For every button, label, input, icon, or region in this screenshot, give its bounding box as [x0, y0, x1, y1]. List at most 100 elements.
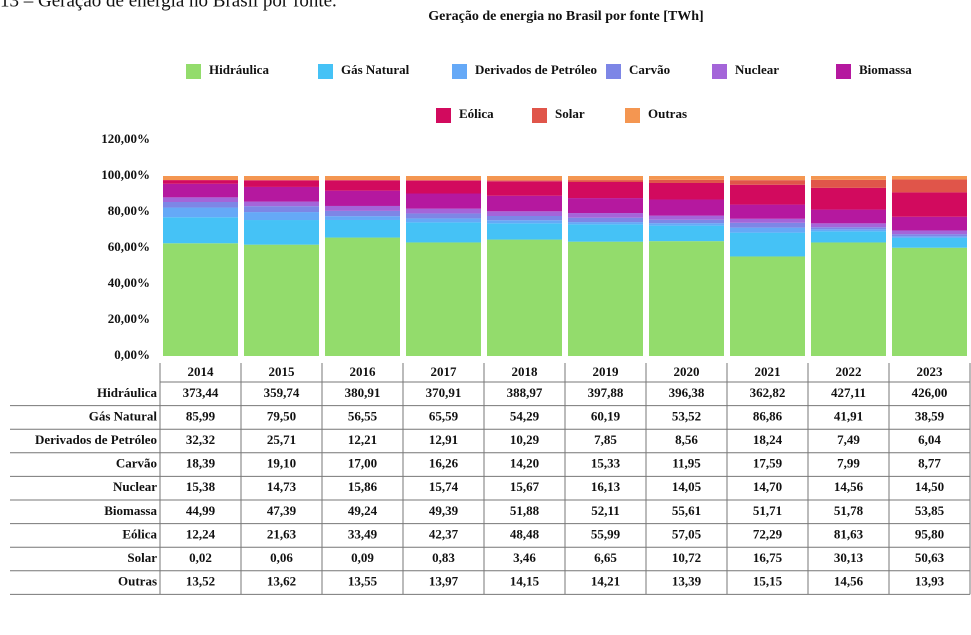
- table-cell: 51,71: [753, 503, 782, 518]
- bar-segment: [649, 176, 724, 180]
- bar-segment: [649, 199, 724, 216]
- table-cell: 55,61: [672, 503, 701, 518]
- table-cell: 13,39: [672, 574, 702, 589]
- caption: 13 – Geração de energia no Brasil por fo…: [0, 0, 337, 11]
- table-cell: 52,11: [591, 503, 620, 518]
- bar-segment: [568, 213, 643, 218]
- bar-segment: [406, 176, 481, 181]
- bar-segment: [406, 208, 481, 214]
- table-cell: 14,56: [834, 479, 864, 494]
- table-cell: 15,38: [186, 479, 216, 494]
- bar-segment: [487, 181, 562, 196]
- table-cell: 30,13: [834, 550, 864, 565]
- bar-segment: [244, 186, 319, 202]
- bar-segment: [568, 241, 643, 356]
- legend-swatch: [606, 64, 621, 79]
- legend-label: Gás Natural: [341, 62, 410, 77]
- bar-segment: [730, 184, 805, 205]
- table-cell: 18,39: [186, 456, 216, 471]
- table-cell: 15,33: [591, 456, 621, 471]
- bar-segment: [568, 217, 643, 223]
- table-cell: 16,75: [753, 550, 783, 565]
- bar-segment: [244, 206, 319, 213]
- bar-segment: [325, 237, 400, 356]
- bar-segment: [244, 244, 319, 356]
- table-cell: 86,86: [753, 408, 783, 423]
- table-cell: 14,20: [510, 456, 539, 471]
- table-cell: 48,48: [510, 526, 540, 541]
- table-cell: 11,95: [672, 456, 701, 471]
- table-cell: 13,62: [267, 574, 296, 589]
- bar-segment: [163, 243, 238, 356]
- x-tick-label: 2018: [512, 364, 539, 379]
- bar-segment: [163, 202, 238, 208]
- table-cell: 53,52: [672, 408, 701, 423]
- bar-segment: [730, 180, 805, 185]
- bar-segment: [649, 219, 724, 224]
- bar-segment: [892, 179, 967, 193]
- bar-segment: [811, 223, 886, 228]
- y-tick-label: 0,00%: [114, 347, 150, 362]
- bar-segment: [406, 218, 481, 223]
- bar-segment: [487, 211, 562, 216]
- bar-segment: [163, 217, 238, 244]
- table-cell: 25,71: [267, 432, 296, 447]
- table-cell: 51,78: [834, 503, 864, 518]
- bar-segment: [568, 224, 643, 242]
- row-label: Eólica: [122, 526, 157, 541]
- table-cell: 65,59: [429, 408, 459, 423]
- bar-segment: [244, 180, 319, 187]
- table-cell: 426,00: [912, 385, 948, 400]
- table-cell: 7,49: [837, 432, 860, 447]
- bar-segment: [730, 227, 805, 233]
- bar-segment: [811, 229, 886, 232]
- table-cell: 13,52: [186, 574, 215, 589]
- bar-segment: [811, 187, 886, 210]
- y-tick-label: 100,00%: [101, 167, 150, 182]
- table-cell: 0,06: [270, 550, 293, 565]
- table-cell: 0,02: [189, 550, 212, 565]
- x-tick-label: 2023: [917, 364, 944, 379]
- row-label: Carvão: [116, 456, 157, 471]
- bar-segment: [649, 241, 724, 356]
- bar-segment: [892, 192, 967, 217]
- bar-segment: [568, 181, 643, 199]
- y-tick-label: 60,00%: [108, 239, 150, 254]
- table-cell: 397,88: [588, 385, 624, 400]
- table-cell: 359,74: [264, 385, 300, 400]
- legend-swatch: [186, 64, 201, 79]
- table-cell: 8,56: [675, 432, 698, 447]
- table-cell: 362,82: [750, 385, 786, 400]
- table-cell: 396,38: [669, 385, 705, 400]
- table-cell: 15,86: [348, 479, 378, 494]
- bar-segment: [892, 247, 967, 356]
- bar-segment: [649, 223, 724, 226]
- table-cell: 85,99: [186, 408, 216, 423]
- table-cell: 38,59: [915, 408, 945, 423]
- table-cell: 32,32: [186, 432, 215, 447]
- bar-segment: [325, 176, 400, 181]
- row-label: Derivados de Petróleo: [35, 432, 157, 447]
- bar-segment: [406, 213, 481, 219]
- row-label: Gás Natural: [89, 408, 158, 423]
- bar-segment: [163, 180, 238, 184]
- table-cell: 60,19: [591, 408, 621, 423]
- bar-segment: [811, 227, 886, 230]
- table-cell: 81,63: [834, 526, 864, 541]
- bar-segment: [892, 236, 967, 238]
- bar-segment: [163, 176, 238, 181]
- table-cell: 19,10: [267, 456, 296, 471]
- table-cell: 17,00: [348, 456, 377, 471]
- table-cell: 14,56: [834, 574, 864, 589]
- table-cell: 53,85: [915, 503, 945, 518]
- bar-segment: [406, 242, 481, 356]
- bar-segment: [244, 212, 319, 221]
- x-tick-label: 2015: [269, 364, 296, 379]
- bar-segment: [325, 205, 400, 211]
- table-cell: 8,77: [918, 456, 941, 471]
- y-tick-label: 20,00%: [108, 311, 150, 326]
- table-cell: 13,97: [429, 574, 459, 589]
- table-cell: 14,50: [915, 479, 944, 494]
- table-cell: 95,80: [915, 526, 944, 541]
